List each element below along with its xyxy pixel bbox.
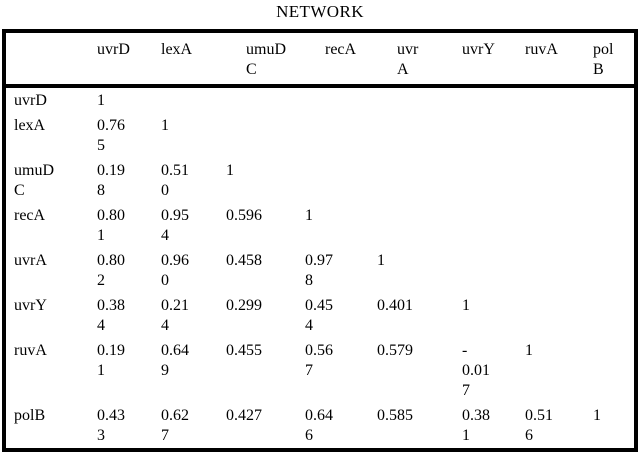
matrix-cell: 0.19 1 xyxy=(97,342,125,379)
matrix-cell: 0.95 4 xyxy=(161,207,189,244)
matrix-cell xyxy=(525,88,593,113)
table-row-polB: polB 0.43 3 0.62 7 0.427 0.64 6 0.585 0.… xyxy=(6,403,634,448)
table-row-ruvA: ruvA 0.19 1 0.64 9 0.455 0.56 7 0.579 - … xyxy=(6,338,634,403)
matrix-cell: 0.45 4 xyxy=(305,297,333,334)
matrix-cell xyxy=(525,248,593,293)
matrix-cell: 0.579 xyxy=(377,342,413,359)
matrix-cell: 0.21 4 xyxy=(161,297,189,334)
row-label: uvrA xyxy=(14,252,47,269)
figure-title: NETWORK xyxy=(276,2,364,21)
matrix-cell: 1 xyxy=(97,92,105,109)
matrix-cell xyxy=(525,293,593,338)
matrix-cell xyxy=(305,88,377,113)
matrix-cell: 0.585 xyxy=(377,407,413,424)
matrix-cell xyxy=(462,113,525,158)
table-row-lexA: lexA 0.76 5 1 xyxy=(6,113,634,158)
matrix-cell xyxy=(305,158,377,203)
matrix-cell: 1 xyxy=(593,407,601,424)
header-cell-polB: pol B xyxy=(593,33,634,88)
matrix-cell: 0.427 xyxy=(226,407,262,424)
header-cell-umuDC: umuD C xyxy=(226,33,305,88)
matrix-cell: 1 xyxy=(305,207,313,224)
matrix-cell xyxy=(226,113,305,158)
matrix-cell: 1 xyxy=(161,117,169,134)
matrix-cell xyxy=(377,113,462,158)
matrix-cell: 0.38 4 xyxy=(97,297,125,334)
matrix-cell: 0.19 8 xyxy=(97,162,125,199)
matrix-cell xyxy=(593,203,634,248)
row-label: uvrD xyxy=(14,92,47,109)
matrix-cell xyxy=(161,88,226,113)
matrix-cell: 1 xyxy=(525,342,533,359)
matrix-cell: 0.96 0 xyxy=(161,252,189,289)
table-row-uvrA: uvrA 0.80 2 0.96 0 0.458 0.97 8 1 xyxy=(6,248,634,293)
matrix-cell: 0.76 5 xyxy=(97,117,125,154)
matrix-cell xyxy=(593,248,634,293)
matrix-cell: 0.62 7 xyxy=(161,407,189,444)
matrix-cell xyxy=(593,158,634,203)
header-cell-corner xyxy=(6,33,97,88)
matrix-cell xyxy=(593,293,634,338)
matrix-cell xyxy=(525,158,593,203)
header-cell-recA: recA xyxy=(305,33,377,88)
table-row-uvrY: uvrY 0.38 4 0.21 4 0.299 0.45 4 0.401 1 xyxy=(6,293,634,338)
matrix-cell: 0.401 xyxy=(377,297,413,314)
row-label: lexA xyxy=(14,117,46,134)
matrix-cell xyxy=(525,113,593,158)
matrix-cell: 0.51 0 xyxy=(161,162,189,199)
row-label: ruvA xyxy=(14,342,47,359)
matrix-cell: 1 xyxy=(462,297,470,314)
matrix-cell xyxy=(525,203,593,248)
row-label: recA xyxy=(14,207,46,224)
header-cell-ruvA: ruvA xyxy=(525,33,593,88)
header-cell-uvrA: uvr A xyxy=(377,33,462,88)
header-cell-lexA: lexA xyxy=(161,33,226,88)
table-row-uvrD: uvrD 1 xyxy=(6,88,634,113)
row-label: umuD C xyxy=(14,162,54,199)
row-label: uvrY xyxy=(14,297,47,314)
matrix-cell: 1 xyxy=(377,252,385,269)
matrix-cell: - 0.01 7 xyxy=(462,342,490,399)
matrix-cell: 0.43 3 xyxy=(97,407,125,444)
matrix-cell: 0.64 9 xyxy=(161,342,189,379)
matrix-cell xyxy=(377,158,462,203)
matrix-cell xyxy=(462,203,525,248)
header-cell-uvrD: uvrD xyxy=(97,33,161,88)
matrix-cell xyxy=(462,158,525,203)
row-label: polB xyxy=(14,407,46,424)
header-cell-uvrY: uvrY xyxy=(462,33,525,88)
matrix-cell xyxy=(462,88,525,113)
matrix-cell xyxy=(226,88,305,113)
matrix-cell: 0.458 xyxy=(226,252,262,269)
matrix-cell: 0.596 xyxy=(226,207,262,224)
matrix-cell xyxy=(593,88,634,113)
matrix-cell: 0.64 6 xyxy=(305,407,333,444)
matrix-cell xyxy=(593,113,634,158)
matrix-cell xyxy=(377,88,462,113)
header-row: uvrD lexA umuD C recA uvr A uvrY ruvA po… xyxy=(6,33,634,88)
matrix-cell xyxy=(305,113,377,158)
matrix-cell xyxy=(462,248,525,293)
matrix-cell: 0.56 7 xyxy=(305,342,333,379)
matrix-cell: 0.299 xyxy=(226,297,262,314)
table-row-recA: recA 0.80 1 0.95 4 0.596 1 xyxy=(6,203,634,248)
matrix-cell: 0.38 1 xyxy=(462,407,490,444)
correlation-table: uvrD lexA umuD C recA uvr A uvrY ruvA po… xyxy=(2,29,638,452)
matrix-cell: 0.97 8 xyxy=(305,252,333,289)
matrix-cell xyxy=(377,203,462,248)
table-row-umuDC: umuD C 0.19 8 0.51 0 1 xyxy=(6,158,634,203)
matrix-cell: 1 xyxy=(226,162,234,179)
matrix-cell: 0.455 xyxy=(226,342,262,359)
matrix-cell xyxy=(593,338,634,403)
matrix-cell: 0.80 1 xyxy=(97,207,125,244)
matrix-cell: 0.51 6 xyxy=(525,407,553,444)
matrix-cell: 0.80 2 xyxy=(97,252,125,289)
